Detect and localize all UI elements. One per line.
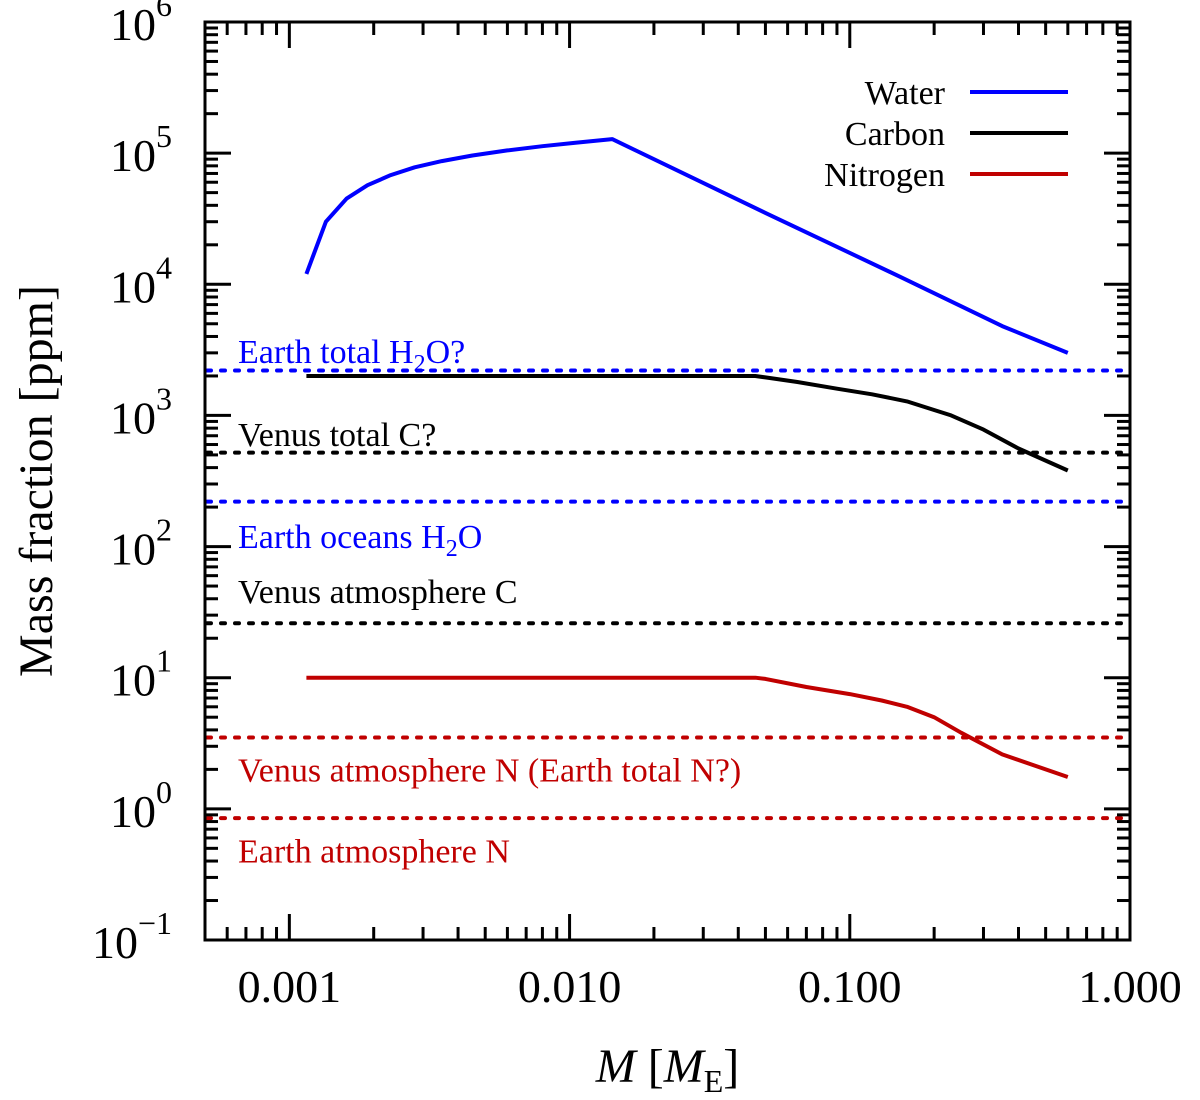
- series-line-nitrogen: [306, 675, 1069, 779]
- legend-label-nitrogen: Nitrogen: [824, 157, 945, 194]
- reference-lines: Earth total H2O? Venus total C? Earth ocea…: [205, 334, 1130, 871]
- y-axis-title: Mass fraction [ppm]: [10, 285, 63, 677]
- plot-frame: [203, 20, 1132, 942]
- y-tick-label-0: 10−1: [92, 905, 172, 968]
- legend-label-water: Water: [865, 75, 946, 112]
- y-tick-label-5: 104: [110, 249, 172, 312]
- y-tick-label-6: 105: [110, 118, 172, 181]
- y-tick-label-2: 101: [110, 643, 172, 706]
- y-tick-label-7: 106: [110, 0, 172, 50]
- x-tick-label-1: 0.010: [518, 961, 622, 1012]
- x-tick-label-3: 1.000: [1078, 961, 1182, 1012]
- data-series: [304, 137, 1069, 779]
- reference-label-0: Earth total H2O?: [238, 334, 465, 377]
- x-tick-label-0: 0.001: [238, 961, 342, 1012]
- reference-label-5: Earth atmosphere N: [238, 834, 510, 871]
- legend: Water Carbon Nitrogen: [824, 75, 1068, 194]
- axis-titles: M [ME] Mass fraction [ppm]: [10, 285, 739, 1099]
- reference-label-1: Venus total C?: [238, 417, 436, 454]
- reference-label-4: Venus atmosphere N (Earth total N?): [238, 752, 741, 789]
- y-tick-label-4: 103: [110, 380, 172, 443]
- reference-label-2: Earth oceans H2O: [238, 519, 482, 562]
- series-line-water: [304, 137, 1069, 355]
- reference-label-3: Venus atmosphere C: [238, 574, 518, 611]
- x-tick-label-2: 0.100: [798, 961, 902, 1012]
- series-line-carbon: [306, 374, 1069, 473]
- y-tick-label-1: 100: [110, 774, 172, 837]
- axes: 0.001 0.010 0.100 1.000 10−1 100 101 102 103 104 1…: [92, 0, 1182, 1012]
- x-axis-title: M [ME]: [595, 1040, 739, 1099]
- legend-label-carbon: Carbon: [845, 116, 945, 153]
- y-tick-label-3: 102: [110, 512, 172, 575]
